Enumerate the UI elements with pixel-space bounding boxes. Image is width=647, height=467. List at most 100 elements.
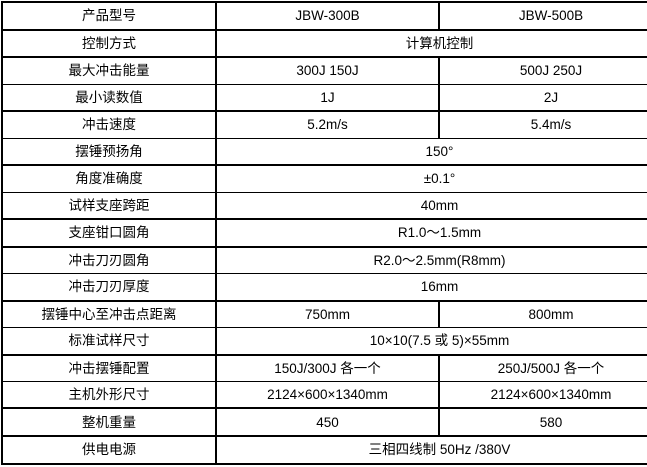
row-label-text: 冲击速度: [82, 117, 136, 133]
row-value-text-left: 150J/300J 各一个: [274, 360, 381, 376]
row-value-cell-model-300b: 750mm: [216, 300, 440, 329]
row-value-cell-merged: 计算机控制: [216, 29, 647, 59]
row-label-text: 产品型号: [82, 8, 136, 24]
row-value-text: 计算机控制: [405, 35, 474, 51]
row-value-text: 三相四线制 50Hz /380V: [368, 442, 511, 458]
row-label-cell: 最大冲击能量: [2, 57, 217, 85]
row-label-text: 角度准确度: [75, 171, 143, 187]
table-row: 支座钳口圆角 R1.0～1.5mm: [2, 219, 647, 248]
row-label-text: 标准试样尺寸: [68, 333, 150, 349]
row-value-text: 16mm: [420, 279, 459, 295]
row-label-cell: 支座钳口圆角: [2, 219, 217, 248]
row-value-text-right: 2124×600×1340mm: [490, 386, 612, 402]
row-value-cell-model-500b: 5.4m/s: [439, 111, 647, 139]
table-row: 标准试样尺寸 10×10(7.5 或 5)×55mm: [2, 327, 647, 356]
row-value-cell-model-500b: 250J/500J 各一个: [439, 354, 647, 383]
row-value-cell-merged: R1.0～1.5mm: [216, 219, 647, 248]
row-label-cell: 摆锤预扬角: [2, 138, 217, 167]
row-label-text: 冲击摆锤配置: [68, 360, 150, 376]
table-row: 角度准确度 ±0.1°: [2, 165, 647, 193]
row-value-text-left: 1J: [320, 89, 335, 105]
table-row: 摆锤中心至冲击点距离 750mm 800mm: [2, 300, 647, 329]
row-label-text: 主机外形尺寸: [68, 386, 150, 402]
table-row: 整机重量 450 580: [2, 408, 647, 438]
table-row: 试样支座跨距 40mm: [2, 192, 647, 221]
row-value-text-left: 750mm: [304, 306, 350, 322]
table-row: 冲击速度 5.2m/s 5.4m/s: [2, 111, 647, 139]
row-label-cell: 最小读数值: [2, 84, 217, 113]
row-value-text: R1.0～1.5mm: [397, 225, 482, 241]
row-label-cell: 控制方式: [2, 29, 217, 59]
row-label-text: 最小读数值: [75, 89, 143, 105]
row-label-text: 冲击刀刃圆角: [68, 252, 150, 268]
row-value-cell-model-300b: 450: [216, 408, 440, 438]
row-value-cell-model-300b: 2124×600×1340mm: [216, 381, 440, 410]
row-label-cell: 冲击摆锤配置: [2, 354, 217, 383]
row-value-text-right: 5.4m/s: [530, 117, 572, 133]
row-label-cell: 试样支座跨距: [2, 192, 217, 221]
table-row: 主机外形尺寸 2124×600×1340mm 2124×600×1340mm: [2, 381, 647, 410]
table-row: 产品型号 JBW-300B JBW-500B: [2, 2, 647, 31]
row-value-cell-merged: 40mm: [216, 192, 647, 221]
row-label-cell: 冲击刀刃圆角: [2, 246, 217, 275]
row-value-text-left: 5.2m/s: [307, 117, 348, 133]
row-value-text: R2.0～2.5mm(R8mm): [373, 252, 506, 268]
row-value-cell-merged: ±0.1°: [216, 165, 647, 193]
row-value-cell-merged: 三相四线制 50Hz /380V: [216, 436, 647, 464]
table-row: 最小读数值 1J 2J: [2, 84, 647, 113]
row-value-cell-model-500b: 2J: [439, 84, 647, 113]
row-value-text-left: 2124×600×1340mm: [267, 386, 388, 402]
row-value-text-right: 800mm: [528, 306, 574, 322]
row-label-text: 支座钳口圆角: [68, 225, 150, 241]
row-value-cell-model-500b: 800mm: [439, 300, 647, 329]
table-row: 供电电源 三相四线制 50Hz /380V: [2, 436, 647, 464]
table-row: 冲击摆锤配置 150J/300J 各一个 250J/500J 各一个: [2, 354, 647, 383]
row-label-cell: 冲击速度: [2, 111, 217, 139]
row-value-text-left: 300J 150J: [296, 63, 359, 79]
row-value-cell-merged: 10×10(7.5 或 5)×55mm: [216, 327, 647, 356]
row-value-text: 150°: [425, 143, 454, 159]
row-value-text-right: 500J 250J: [519, 63, 583, 79]
row-value-cell-merged: 16mm: [216, 273, 647, 302]
row-value-cell-merged: R2.0～2.5mm(R8mm): [216, 246, 647, 275]
table-row: 最大冲击能量 300J 150J 500J 250J: [2, 57, 647, 85]
row-label-text: 冲击刀刃厚度: [68, 279, 150, 295]
row-value-cell-model-500b: JBW-500B: [439, 2, 647, 31]
row-value-text: 10×10(7.5 或 5)×55mm: [369, 333, 510, 349]
row-label-cell: 整机重量: [2, 408, 217, 438]
row-value-text: 40mm: [420, 197, 459, 213]
row-value-text-right: 2J: [543, 89, 559, 105]
row-label-cell: 角度准确度: [2, 165, 217, 193]
row-label-text: 供电电源: [82, 442, 136, 458]
row-label-cell: 标准试样尺寸: [2, 327, 217, 356]
row-label-cell: 产品型号: [2, 2, 217, 31]
row-label-cell: 供电电源: [2, 436, 217, 464]
row-value-text-right: 250J/500J 各一个: [497, 360, 605, 376]
row-value-text-right: 580: [539, 414, 563, 430]
row-value-cell-model-300b: JBW-300B: [216, 2, 440, 31]
row-value-cell-model-300b: 1J: [216, 84, 440, 113]
row-value-text-right: JBW-500B: [518, 8, 584, 24]
table-row: 冲击刀刃厚度 16mm: [2, 273, 647, 302]
row-label-cell: 主机外形尺寸: [2, 381, 217, 410]
row-label-text: 摆锤中心至冲击点距离: [41, 306, 177, 322]
row-value-cell-model-300b: 150J/300J 各一个: [216, 354, 440, 383]
table-row: 摆锤预扬角 150°: [2, 138, 647, 167]
row-value-cell-model-300b: 300J 150J: [216, 57, 440, 85]
row-label-cell: 摆锤中心至冲击点距离: [2, 300, 217, 329]
row-value-cell-merged: 150°: [216, 138, 647, 167]
row-label-text: 试样支座跨距: [68, 197, 150, 213]
row-value-cell-model-300b: 5.2m/s: [216, 111, 440, 139]
row-value-cell-model-500b: 500J 250J: [439, 57, 647, 85]
table-row: 冲击刀刃圆角 R2.0～2.5mm(R8mm): [2, 246, 647, 275]
row-label-text: 控制方式: [82, 35, 136, 51]
row-label-cell: 冲击刀刃厚度: [2, 273, 217, 302]
row-value-text-left: 450: [316, 414, 339, 430]
row-value-text-left: JBW-300B: [295, 8, 360, 24]
row-value-cell-model-500b: 580: [439, 408, 647, 438]
row-label-text: 摆锤预扬角: [75, 143, 143, 159]
row-value-text: ±0.1°: [423, 171, 456, 187]
